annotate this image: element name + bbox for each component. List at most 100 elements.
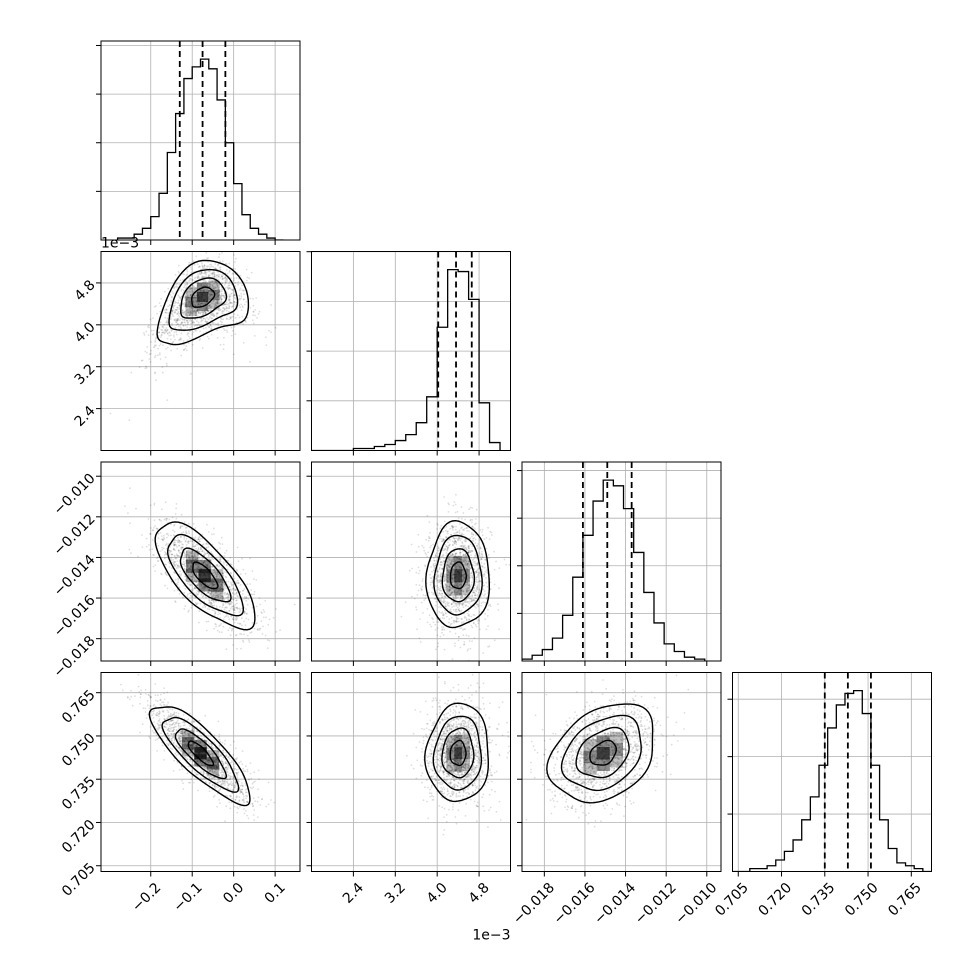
sample-point <box>206 265 208 268</box>
sample-point <box>449 565 452 568</box>
sample-point <box>217 299 219 302</box>
sample-point <box>458 592 461 595</box>
sample-point <box>213 610 216 612</box>
sample-point <box>127 512 129 515</box>
sample-point <box>477 603 479 606</box>
sample-point <box>217 573 219 576</box>
sample-point <box>200 311 203 314</box>
sample-point <box>216 302 219 304</box>
sample-point <box>173 336 175 338</box>
sample-point <box>218 253 221 256</box>
sample-point <box>233 301 236 304</box>
sample-point <box>479 546 482 549</box>
sample-point <box>205 306 208 309</box>
sample-point <box>247 598 250 600</box>
sample-point <box>179 338 182 340</box>
sample-point <box>186 319 188 322</box>
sample-point <box>232 254 235 256</box>
sample-point <box>188 314 191 317</box>
sample-point <box>180 546 183 549</box>
sample-point <box>198 289 201 292</box>
sample-point <box>415 551 418 553</box>
sample-point <box>469 551 471 553</box>
sample-point <box>217 774 219 777</box>
sample-point <box>173 541 176 543</box>
sample-point <box>193 559 196 562</box>
sample-point <box>197 536 200 539</box>
sample-point <box>223 587 226 590</box>
sample-point <box>198 550 200 553</box>
sample-point <box>192 307 195 310</box>
sample-point <box>451 525 453 528</box>
sample-point <box>234 257 237 260</box>
hist-panel-3 <box>727 672 932 872</box>
sample-point <box>484 558 486 561</box>
sample-point <box>156 528 159 530</box>
sample-point <box>166 587 169 590</box>
sample-point <box>236 569 239 572</box>
sample-point <box>168 549 171 552</box>
sample-point <box>183 286 186 289</box>
sample-point <box>444 596 447 598</box>
sample-point <box>169 304 172 307</box>
sample-point <box>435 570 438 573</box>
sample-point <box>454 628 457 630</box>
sample-point <box>225 762 228 765</box>
sample-point <box>223 277 226 280</box>
sample-point <box>238 289 241 292</box>
sample-point <box>227 766 230 769</box>
sample-point <box>166 312 168 314</box>
sample-point <box>244 319 247 322</box>
sample-point <box>430 577 433 579</box>
sample-point <box>426 607 429 610</box>
sample-point <box>213 533 215 535</box>
sample-point <box>193 263 196 266</box>
sample-point <box>160 297 163 300</box>
sample-point <box>452 559 455 561</box>
sample-point <box>201 311 204 313</box>
sample-point <box>219 616 222 619</box>
sample-point <box>446 548 449 551</box>
sample-point <box>200 583 203 586</box>
sample-point <box>442 614 444 617</box>
sample-point <box>234 588 237 591</box>
sample-point <box>493 550 495 553</box>
sample-point <box>452 595 454 598</box>
sample-point <box>154 371 157 374</box>
sample-point <box>220 769 223 772</box>
sample-point <box>435 648 437 651</box>
sample-point <box>435 562 437 565</box>
sample-point <box>174 311 177 314</box>
sample-point <box>215 771 217 774</box>
sample-point <box>433 566 436 569</box>
sample-point <box>452 557 455 560</box>
sample-point <box>437 545 439 548</box>
sample-point <box>148 358 151 360</box>
sample-point <box>121 689 124 692</box>
sample-point <box>175 556 177 559</box>
sample-point <box>206 523 208 526</box>
sample-point <box>165 533 168 535</box>
sample-point <box>211 273 214 276</box>
sample-point <box>443 549 445 552</box>
sample-point <box>477 573 480 576</box>
sample-point <box>190 306 193 309</box>
sample-point <box>237 607 239 610</box>
sample-point <box>454 581 457 584</box>
sample-point <box>206 560 209 563</box>
sample-point <box>150 710 153 713</box>
sample-point <box>174 286 177 288</box>
sample-point <box>211 566 213 568</box>
sample-point <box>148 548 151 551</box>
sample-point <box>191 309 194 311</box>
sample-point <box>446 532 449 535</box>
sample-point <box>476 547 479 550</box>
sample-point <box>232 575 235 578</box>
sample-point <box>454 567 457 570</box>
sample-point <box>449 593 452 596</box>
sample-point <box>165 519 168 522</box>
sample-point <box>189 294 192 297</box>
sample-point <box>194 568 196 571</box>
sample-point <box>209 315 212 318</box>
sample-point <box>189 310 192 312</box>
